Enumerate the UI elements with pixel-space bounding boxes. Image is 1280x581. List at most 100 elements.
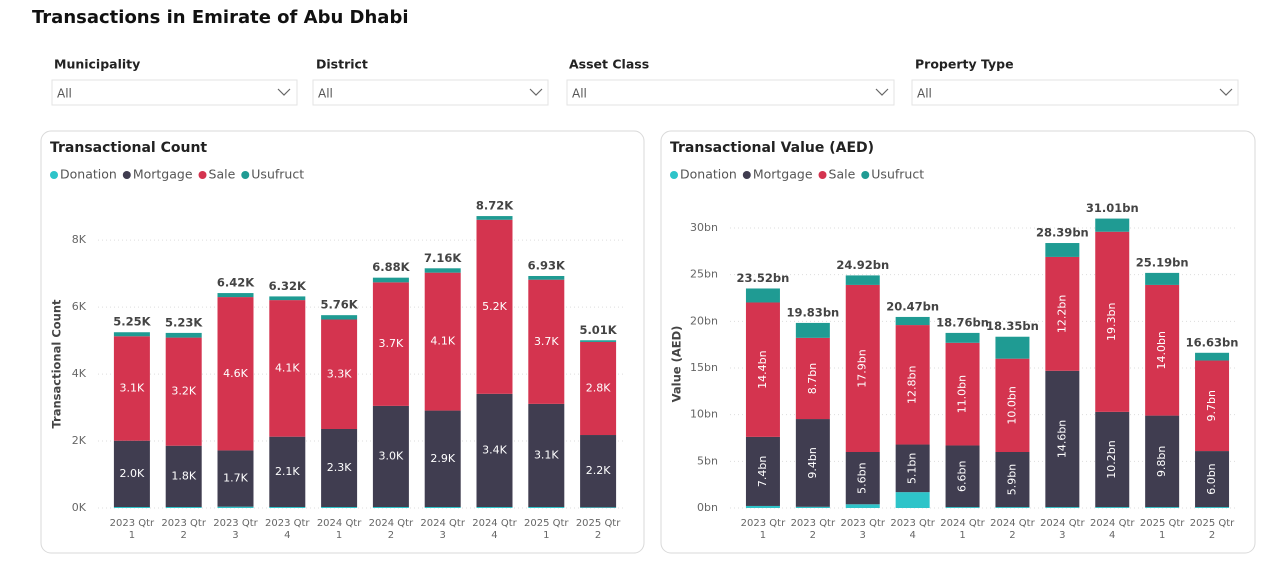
x-tick-label: 2024 Qtr 2	[990, 518, 1035, 541]
filter-dropdown[interactable]	[566, 79, 895, 106]
x-tick-label-box: 2024 Qtr 2	[368, 518, 414, 541]
bar-segment	[476, 393, 513, 507]
legend-marker	[818, 171, 827, 179]
chart-title: Transactional Count	[50, 140, 207, 156]
bar-segment	[269, 506, 306, 508]
segment-label: 7.4bn	[756, 456, 769, 487]
legend-label: Mortgage	[753, 167, 813, 182]
bar-segment	[1195, 352, 1230, 361]
bar-segment	[995, 452, 1030, 508]
legend-marker	[670, 171, 678, 179]
x-tick-label: 2023 Qtr 3	[213, 518, 258, 541]
bar-segment	[321, 428, 358, 507]
bar-segment	[113, 440, 150, 507]
bar-segment	[895, 492, 930, 508]
bar-segment	[995, 358, 1030, 452]
bar-segment	[321, 315, 358, 320]
legend-label: Sale	[209, 167, 236, 182]
bar-segment	[113, 332, 150, 337]
x-tick-label: 2023 Qtr 4	[890, 518, 935, 541]
bar-segment	[528, 275, 565, 280]
bar-segment	[945, 342, 980, 446]
total-label: 23.52bn	[737, 271, 790, 285]
filter-dropdown[interactable]	[911, 79, 1239, 106]
bar-segment	[1045, 243, 1080, 257]
y-tick-label: 15bn	[690, 361, 718, 374]
segment-label: 10.2bn	[1105, 440, 1118, 478]
total-label: 25.19bn	[1136, 255, 1189, 269]
bar-segment	[476, 219, 513, 394]
bar-segment	[745, 288, 780, 303]
x-tick-label-box: 2023 Qtr 4	[265, 518, 310, 541]
bar-segment	[895, 325, 930, 445]
bar-segment	[795, 419, 830, 507]
total-label: 6.42K	[217, 276, 255, 290]
y-tick-label: 8K	[72, 233, 87, 246]
x-tick-label: 2024 Qtr 1	[940, 518, 985, 541]
bar-segment	[217, 293, 254, 298]
segment-label: 3.7K	[379, 337, 404, 350]
x-tick-label: 2024 Qtr 1	[316, 518, 362, 541]
legend-label: Usufruct	[251, 167, 304, 182]
bar-segment	[476, 506, 513, 508]
bar-segment	[424, 268, 461, 273]
bar-segment	[424, 506, 461, 508]
filter-label: District	[316, 57, 368, 72]
bar-segment	[372, 282, 409, 406]
x-tick-label: 2025 Qtr 1	[524, 518, 569, 541]
segment-label: 9.4bn	[806, 447, 819, 478]
x-tick-label-box: 2025 Qtr 2	[576, 518, 621, 541]
y-tick-label: 5bn	[697, 454, 718, 467]
bar-segment	[269, 436, 306, 507]
bar-segment	[1095, 507, 1130, 508]
legend-label: Donation	[60, 167, 117, 182]
segment-label: 2.8K	[586, 381, 611, 394]
x-tick-label-box: 2023 Qtr 2	[791, 518, 836, 541]
bar-segment	[113, 506, 150, 508]
bar-segment	[795, 322, 830, 338]
bar-segment	[745, 505, 780, 508]
bar-segment	[217, 297, 254, 451]
segment-label: 3.0K	[379, 449, 404, 462]
y-tick-label: 25bn	[690, 268, 718, 281]
bar-segment	[745, 436, 780, 506]
y-tick-label: 0bn	[697, 501, 718, 514]
filter-dropdown[interactable]	[312, 79, 549, 106]
segment-label: 1.7K	[223, 472, 248, 485]
segment-label: 19.3bn	[1105, 303, 1118, 341]
segment-label: 4.1K	[430, 335, 455, 348]
bar-segment	[1045, 256, 1080, 371]
bar-segment	[269, 300, 306, 437]
x-tick-label-box: 2023 Qtr 3	[840, 518, 885, 541]
total-label: 8.72K	[476, 199, 514, 213]
bar-segment	[580, 341, 617, 436]
x-tick-label: 2024 Qtr 2	[368, 518, 414, 541]
bar-segment	[845, 504, 880, 508]
bar-segment	[424, 272, 461, 411]
chart-title: Transactional Value (AED)	[670, 140, 874, 156]
bar-segment	[321, 319, 358, 429]
filter-dropdown[interactable]	[51, 79, 298, 106]
segment-label: 3.7K	[534, 335, 559, 348]
bar-segment	[1045, 370, 1080, 508]
segment-label: 11.0bn	[956, 375, 969, 413]
bar-segment	[845, 452, 880, 505]
segment-label: 2.2K	[586, 464, 611, 477]
filter: Asset Class All	[566, 57, 895, 106]
filter: District All	[312, 57, 549, 106]
bar-segment	[372, 506, 409, 508]
page-title: Transactions in Emirate of Abu Dhabi	[32, 7, 409, 28]
total-label: 24.92bn	[836, 258, 889, 272]
bar-segment	[795, 506, 830, 508]
bar-segment	[165, 332, 202, 338]
segment-label: 3.1K	[534, 448, 559, 461]
filter-label: Asset Class	[569, 57, 649, 72]
bar-segment	[217, 450, 254, 507]
x-tick-label-box: 2025 Qtr 1	[1140, 518, 1185, 541]
x-tick-label-box: 2024 Qtr 1	[316, 518, 362, 541]
bar-segment	[1145, 415, 1180, 508]
bar-segment	[895, 444, 930, 493]
segment-label: 2.3K	[327, 461, 352, 474]
segment-label: 1.8K	[171, 469, 196, 482]
x-tick-label-box: 2024 Qtr 3	[420, 518, 465, 541]
